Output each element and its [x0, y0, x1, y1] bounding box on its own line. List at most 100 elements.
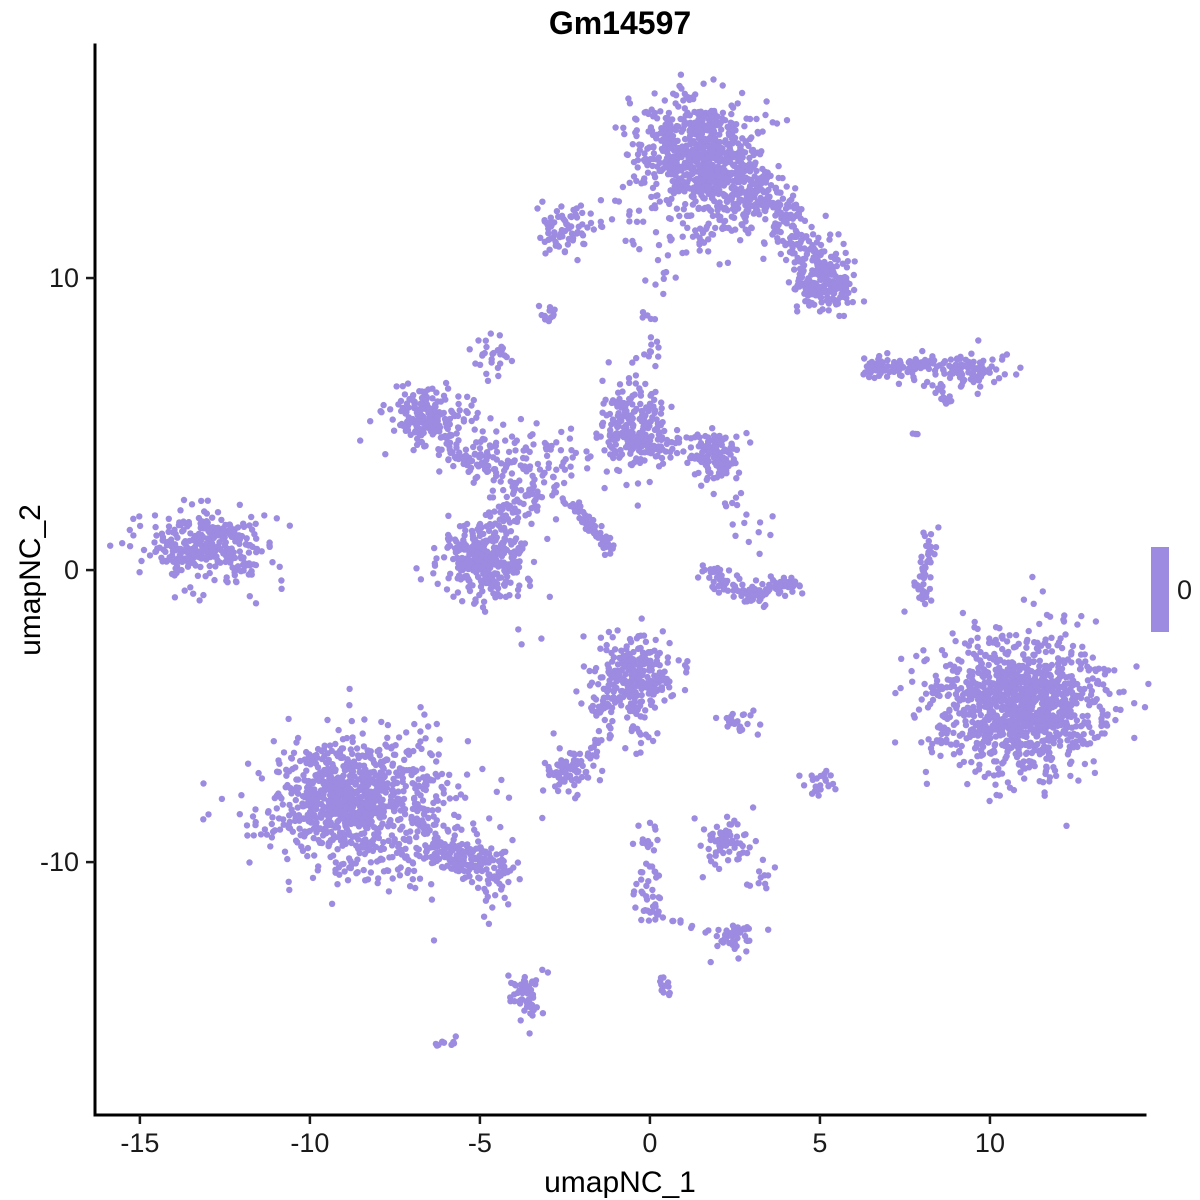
data-point [162, 548, 169, 555]
data-point [704, 164, 711, 171]
data-point [908, 667, 915, 675]
data-point [1021, 712, 1028, 720]
data-point [460, 460, 467, 468]
data-point [1098, 722, 1105, 730]
data-point [508, 357, 516, 365]
data-point [630, 158, 638, 166]
data-point [727, 170, 735, 177]
data-point [444, 779, 451, 787]
data-point [151, 512, 159, 519]
data-point [534, 460, 542, 468]
data-point [707, 175, 714, 182]
data-point [949, 367, 956, 374]
data-point [559, 233, 566, 240]
data-point [465, 468, 472, 475]
data-point [747, 712, 754, 719]
data-point [443, 586, 451, 593]
data-point [1131, 700, 1138, 707]
data-point [1017, 364, 1024, 371]
data-point [503, 493, 510, 501]
data-point [920, 581, 927, 588]
data-point [1018, 741, 1025, 748]
data-point [503, 546, 510, 554]
data-point [536, 493, 543, 500]
data-point [541, 312, 548, 320]
data-point [580, 633, 587, 640]
data-point [732, 532, 739, 539]
data-point [574, 758, 581, 765]
data-point [991, 650, 998, 658]
data-point [1020, 696, 1027, 703]
data-point [526, 582, 534, 590]
data-point [914, 358, 921, 366]
data-point [779, 237, 786, 245]
data-point [545, 230, 552, 237]
data-point [409, 396, 416, 403]
data-point [710, 454, 717, 461]
data-point [748, 147, 755, 155]
data-point [651, 316, 659, 323]
data-point [1034, 670, 1042, 677]
data-point [659, 147, 667, 154]
data-point [881, 367, 888, 374]
data-point [760, 255, 767, 262]
data-point [553, 466, 560, 473]
data-point [728, 110, 735, 118]
data-point [672, 439, 679, 447]
data-point [727, 148, 734, 155]
data-point [964, 780, 971, 788]
data-point [809, 231, 817, 238]
data-point [1133, 663, 1140, 670]
data-point [1046, 778, 1053, 785]
data-point [525, 490, 532, 498]
data-point [445, 531, 452, 539]
data-point [476, 361, 484, 368]
data-point [834, 256, 841, 264]
data-point [276, 563, 283, 570]
data-point [413, 417, 420, 425]
data-point [638, 691, 645, 699]
data-point [1016, 760, 1023, 767]
data-point [1067, 772, 1074, 780]
data-point [240, 520, 247, 527]
data-point [593, 712, 600, 719]
plot-title: Gm14597 [549, 5, 691, 41]
data-point [211, 576, 218, 584]
data-point [743, 511, 750, 518]
data-point [722, 204, 729, 212]
data-point [541, 469, 548, 476]
data-point [1002, 650, 1009, 657]
data-point [968, 350, 975, 357]
data-point [200, 591, 207, 599]
data-point [653, 338, 661, 345]
data-point [745, 230, 752, 237]
data-point [666, 639, 673, 647]
data-point [475, 337, 482, 344]
data-point [569, 237, 577, 244]
data-point [921, 532, 929, 540]
data-point [609, 416, 617, 423]
data-point [662, 162, 669, 169]
data-point [699, 229, 707, 236]
data-point [452, 455, 460, 462]
data-point [703, 126, 710, 134]
data-point [647, 155, 654, 163]
data-point [714, 186, 721, 193]
data-point [991, 742, 998, 749]
data-point [772, 579, 779, 586]
data-point [387, 406, 394, 413]
data-point [681, 164, 689, 171]
data-point [495, 550, 502, 557]
data-point [273, 805, 280, 812]
data-point [476, 532, 484, 540]
data-point [950, 729, 957, 736]
data-point [533, 420, 540, 427]
data-point [716, 120, 723, 128]
data-point [506, 537, 514, 545]
data-point [720, 218, 728, 225]
data-point [445, 575, 452, 582]
data-point [609, 634, 616, 641]
data-point [1020, 651, 1027, 658]
data-point [1068, 733, 1075, 740]
